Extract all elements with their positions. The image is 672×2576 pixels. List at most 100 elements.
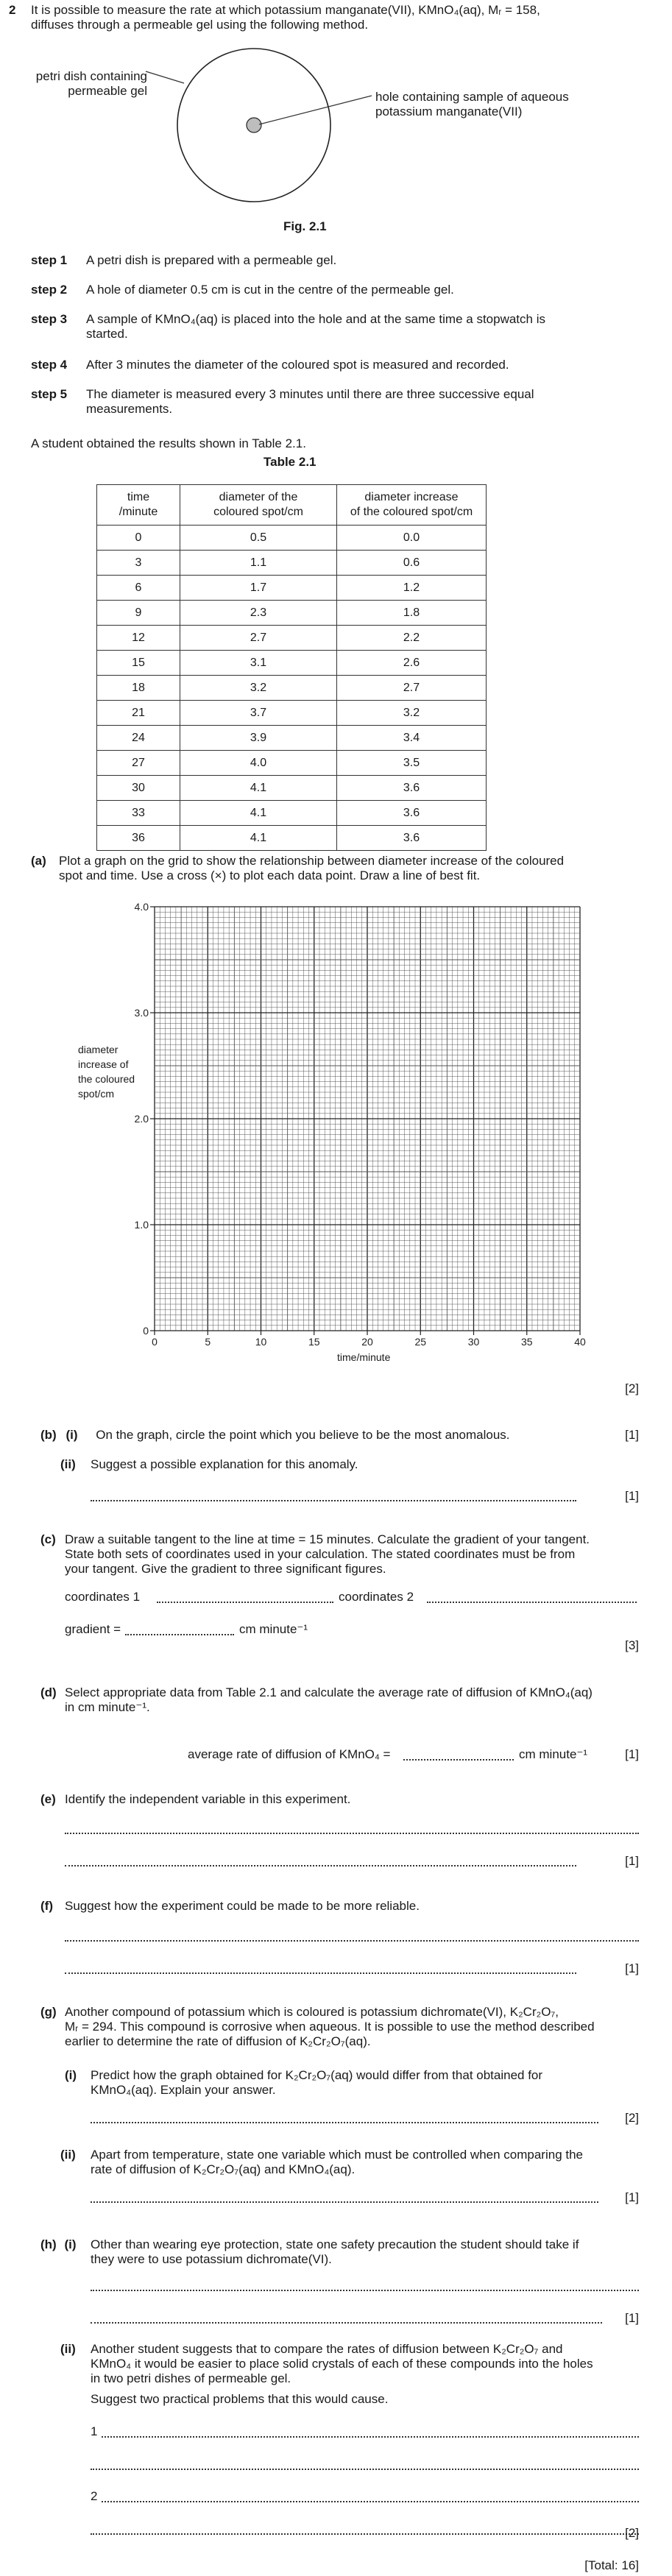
step-row: step 3 A sample of KMnO₄(aq) is placed i… bbox=[31, 312, 545, 341]
answer-line[interactable] bbox=[91, 2469, 639, 2470]
table-cell: 3.7 bbox=[180, 700, 337, 726]
y-tick-label: 4.0 bbox=[135, 901, 149, 913]
table-cell: 27 bbox=[96, 750, 180, 776]
table-row: 3 1.1 0.6 bbox=[96, 550, 487, 576]
y-tick-label: 3.0 bbox=[135, 1007, 149, 1019]
answer-line[interactable] bbox=[91, 1500, 576, 1501]
part-d-marks: [1] bbox=[625, 1747, 639, 1761]
step-row: step 4 After 3 minutes the diameter of t… bbox=[31, 358, 509, 372]
table-row: 24 3.9 3.4 bbox=[96, 725, 487, 751]
part-b-ii-label: (ii) bbox=[60, 1457, 76, 1471]
table-cell: 4.1 bbox=[180, 800, 337, 826]
table-cell: 4.1 bbox=[180, 775, 337, 801]
intro-line: It is possible to measure the rate at wh… bbox=[31, 3, 540, 17]
table-cell: 4.0 bbox=[180, 750, 337, 776]
table-cell: 2.3 bbox=[180, 600, 337, 626]
graph-grid[interactable]: 0 5 10 15 20 25 30 35 40 0 1.0 2.0 3.0 4.0 bbox=[0, 891, 672, 1369]
rate-answer-unit: cm minute⁻¹ bbox=[519, 1747, 588, 1761]
part-f-marks: [1] bbox=[625, 1961, 639, 1975]
part-g-i-marks: [2] bbox=[625, 2111, 639, 2125]
part-g-label: (g) bbox=[40, 2005, 57, 2019]
table-cell: 2.6 bbox=[336, 650, 487, 676]
table-cell: 0.5 bbox=[180, 525, 337, 551]
part-d-label: (d) bbox=[40, 1685, 57, 1699]
table-row: 9 2.3 1.8 bbox=[96, 600, 487, 626]
table-cell: 3.6 bbox=[336, 825, 487, 851]
rate-answer-label: average rate of diffusion of KMnO₄ = bbox=[188, 1747, 391, 1761]
table-cell: 4.1 bbox=[180, 825, 337, 851]
part-b-ii-marks: [1] bbox=[625, 1489, 639, 1503]
label-petri-dish: petri dish containing permeable gel bbox=[35, 69, 147, 98]
col-header-diameter: diameter of the coloured spot/cm bbox=[180, 484, 337, 526]
part-g-ii-text: Apart from temperature, state one variab… bbox=[91, 2148, 584, 2176]
table-cell: 3.2 bbox=[336, 700, 487, 726]
part-e-text: Identify the independent variable in thi… bbox=[65, 1792, 351, 1806]
answer-line[interactable] bbox=[102, 2436, 639, 2438]
y-tick-label: 2.0 bbox=[135, 1113, 149, 1125]
results-table: time/minute diameter of the coloured spot… bbox=[96, 484, 487, 851]
table-cell: 24 bbox=[96, 725, 180, 751]
x-tick-label: 15 bbox=[308, 1336, 320, 1348]
part-h-ii-prompt: Suggest two practical problems that this… bbox=[91, 2392, 389, 2406]
table-cell: 21 bbox=[96, 700, 180, 726]
answer-line[interactable] bbox=[91, 2201, 598, 2203]
part-h-i-text: Other than wearing eye protection, state… bbox=[91, 2237, 579, 2266]
table-cell: 3 bbox=[96, 550, 180, 576]
step-row: step 1 A petri dish is prepared with a p… bbox=[31, 253, 337, 267]
part-e-label: (e) bbox=[40, 1792, 56, 1806]
table-cell: 9 bbox=[96, 600, 180, 626]
answer-line[interactable] bbox=[102, 2501, 639, 2502]
table-row: 21 3.7 3.2 bbox=[96, 700, 487, 726]
answer-line[interactable] bbox=[65, 1940, 639, 1942]
part-c-marks: [3] bbox=[625, 1638, 639, 1652]
answer-line[interactable] bbox=[65, 1972, 576, 1974]
table-cell: 3.5 bbox=[336, 750, 487, 776]
table-cell: 30 bbox=[96, 775, 180, 801]
answer-number-2: 2 bbox=[91, 2489, 98, 2503]
answer-line[interactable] bbox=[65, 1865, 576, 1866]
rate-answer-input[interactable] bbox=[403, 1759, 514, 1761]
table-row: 6 1.7 1.2 bbox=[96, 575, 487, 601]
table-cell: 2.7 bbox=[180, 625, 337, 651]
gradient-input[interactable] bbox=[125, 1634, 234, 1635]
part-h-i-marks: [1] bbox=[625, 2311, 639, 2325]
part-a-text: Plot a graph on the grid to show the rel… bbox=[59, 854, 565, 882]
table-cell: 6 bbox=[96, 575, 180, 601]
table-row: 0 0.5 0.0 bbox=[96, 525, 487, 551]
col-header-time: time/minute bbox=[96, 484, 180, 526]
part-f-text: Suggest how the experiment could be made… bbox=[65, 1899, 420, 1913]
petri-dish-figure bbox=[145, 48, 372, 202]
answer-line[interactable] bbox=[91, 2122, 598, 2123]
answer-line[interactable] bbox=[65, 1833, 639, 1834]
coordinates-1-input[interactable] bbox=[157, 1602, 333, 1603]
coordinates-2-input[interactable] bbox=[427, 1602, 637, 1603]
figure-caption: Fig. 2.1 bbox=[283, 219, 327, 233]
answer-line[interactable] bbox=[91, 2290, 639, 2291]
label-hole: hole containing sample of aqueous potass… bbox=[375, 90, 569, 118]
part-a-marks: [2] bbox=[625, 1381, 639, 1395]
y-axis-label: diameter increase of the coloured spot/c… bbox=[78, 1044, 135, 1100]
table-cell: 1.2 bbox=[336, 575, 487, 601]
part-g-i-label: (i) bbox=[65, 2068, 77, 2082]
part-h-header: (h) (i) bbox=[40, 2237, 77, 2251]
answer-line[interactable] bbox=[91, 2533, 639, 2535]
coordinates-2-label: coordinates 2 bbox=[339, 1590, 414, 1604]
table-row: 36 4.1 3.6 bbox=[96, 825, 487, 851]
step-row: step 2 A hole of diameter 0.5 cm is cut … bbox=[31, 283, 454, 297]
part-f-label: (f) bbox=[40, 1899, 53, 1913]
y-tick-label: 0 bbox=[143, 1325, 149, 1337]
part-h-ii-marks: [2] bbox=[625, 2526, 639, 2540]
table-cell: 3.6 bbox=[336, 775, 487, 801]
table-cell: 18 bbox=[96, 675, 180, 701]
table-cell: 1.7 bbox=[180, 575, 337, 601]
x-axis-label: time/minute bbox=[337, 1351, 391, 1363]
results-intro: A student obtained the results shown in … bbox=[31, 436, 306, 450]
table-cell: 3.4 bbox=[336, 725, 487, 751]
part-g-ii-label: (ii) bbox=[60, 2148, 76, 2162]
gel-hole bbox=[246, 117, 262, 133]
x-tick-label: 20 bbox=[361, 1336, 373, 1348]
table-cell: 2.7 bbox=[336, 675, 487, 701]
table-cell: 33 bbox=[96, 800, 180, 826]
answer-line[interactable] bbox=[91, 2322, 602, 2324]
part-b-i-marks: [1] bbox=[625, 1428, 639, 1442]
